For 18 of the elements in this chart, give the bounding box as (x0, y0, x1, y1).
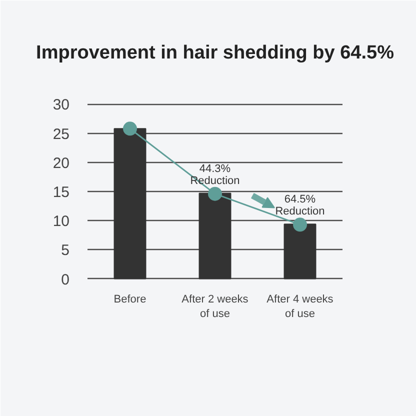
point (123, 122, 137, 136)
x-tick-label: After 2 weeks of use (182, 294, 249, 320)
annotation: 64.5% Reduction (275, 194, 325, 218)
y-tick-label: 20 (52, 154, 70, 172)
chart-title: Improvement in hair shedding by 64.5% (36, 42, 394, 64)
y-tick-label: 30 (52, 96, 70, 114)
point (208, 186, 222, 201)
y-tick-label: 15 (52, 184, 70, 201)
y-tick-label: 0 (61, 271, 70, 288)
y-tick-label: 5 (61, 242, 70, 260)
x-tick-label: Before (114, 294, 146, 306)
y-tick-label: 25 (52, 126, 70, 143)
y-tick-label: 10 (52, 213, 70, 230)
bar (198, 192, 232, 280)
x-tick-label: After 4 weeks of use (266, 294, 334, 320)
point (293, 218, 307, 232)
bar (284, 224, 316, 280)
bar (114, 128, 146, 280)
